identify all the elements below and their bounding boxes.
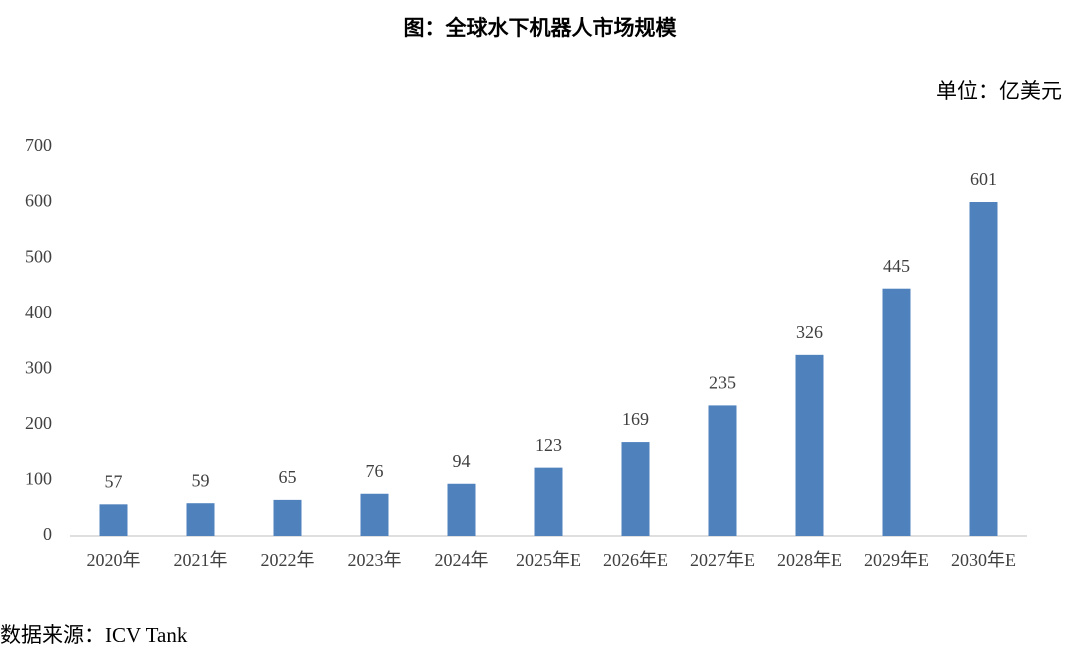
x-tick-label: 2020年 xyxy=(87,550,141,570)
data-label: 326 xyxy=(796,322,823,342)
x-tick-label: 2029年E xyxy=(864,550,929,570)
x-tick-label: 2022年 xyxy=(261,550,315,570)
x-tick-label: 2023年 xyxy=(348,550,402,570)
x-tick-label: 2028年E xyxy=(777,550,842,570)
bar xyxy=(969,202,998,536)
bar xyxy=(360,493,389,536)
y-tick-label: 700 xyxy=(25,135,52,155)
bar xyxy=(621,442,650,536)
data-label: 123 xyxy=(535,435,562,455)
chart-title: 图：全球水下机器人市场规模 xyxy=(404,16,678,40)
y-tick-label: 600 xyxy=(25,191,52,211)
x-tick-label: 2027年E xyxy=(690,550,755,570)
x-tick-label: 2021年 xyxy=(174,550,228,570)
y-tick-label: 500 xyxy=(25,246,52,266)
bar xyxy=(708,405,737,536)
bar xyxy=(186,503,215,536)
data-label: 94 xyxy=(453,451,471,471)
y-tick-label: 300 xyxy=(25,357,52,377)
bar xyxy=(882,288,911,536)
data-label: 169 xyxy=(622,409,649,429)
y-tick-label: 400 xyxy=(25,302,52,322)
bar xyxy=(273,499,302,536)
data-label: 601 xyxy=(970,169,997,189)
data-label: 65 xyxy=(279,467,297,487)
data-label: 76 xyxy=(366,461,384,481)
x-tick-label: 2030年E xyxy=(951,550,1016,570)
data-label: 59 xyxy=(192,470,210,490)
bar xyxy=(447,483,476,536)
data-label: 57 xyxy=(105,471,123,491)
y-tick-label: 100 xyxy=(25,469,52,489)
bar xyxy=(534,467,563,536)
x-tick-label: 2024年 xyxy=(435,550,489,570)
y-tick-label: 200 xyxy=(25,413,52,433)
x-tick-label: 2025年E xyxy=(516,550,581,570)
bar xyxy=(795,354,824,536)
unit-label: 单位：亿美元 xyxy=(936,79,1062,103)
y-tick-label: 0 xyxy=(43,524,52,544)
bar xyxy=(99,504,128,536)
data-label: 445 xyxy=(883,256,910,276)
source-note: 数据来源：ICV Tank xyxy=(0,623,188,647)
x-tick-label: 2026年E xyxy=(603,550,668,570)
data-label: 235 xyxy=(709,373,736,393)
